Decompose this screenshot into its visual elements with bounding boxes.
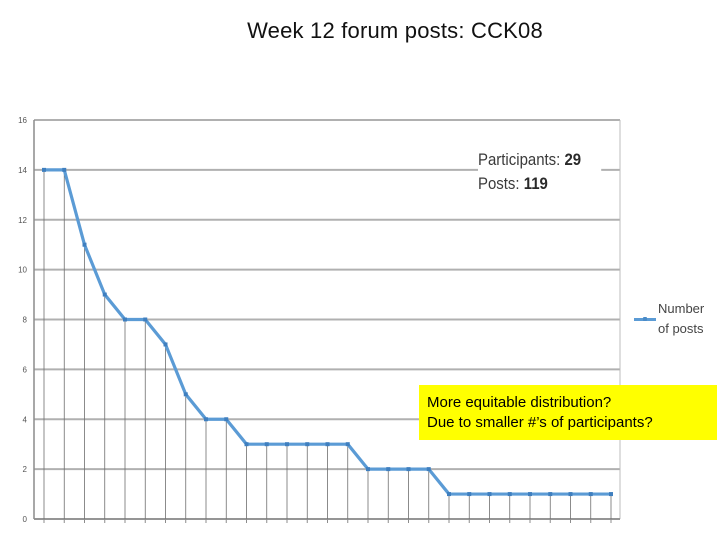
- data-point-14: [305, 442, 310, 447]
- data-point-22: [467, 492, 472, 497]
- y-tick-label-14: 14: [18, 166, 27, 175]
- y-tick-label-10: 10: [18, 266, 27, 275]
- data-point-28: [588, 492, 593, 497]
- data-point-20: [426, 467, 431, 472]
- callout-box: More equitable distribution? Due to smal…: [419, 385, 717, 440]
- data-point-3: [82, 242, 87, 247]
- legend-label-line2: of posts: [658, 321, 704, 336]
- posts-label: Posts:: [478, 174, 520, 193]
- legend-label: Number of posts: [658, 299, 720, 339]
- series-number-of-posts: [42, 167, 613, 497]
- participants-value: 29: [564, 150, 582, 169]
- participants-stat: Participants: 29: [478, 148, 601, 172]
- callout-line-1: More equitable distribution?: [427, 394, 612, 411]
- data-point-13: [285, 442, 289, 447]
- data-point-26: [548, 492, 553, 497]
- legend-marker: [643, 317, 647, 321]
- posts-value: 119: [523, 174, 548, 193]
- data-point-23: [487, 492, 492, 497]
- callout-line-2: Due to smaller #’s of participants?: [427, 414, 653, 431]
- data-point-18: [386, 467, 391, 472]
- y-tick-label-16: 16: [18, 116, 27, 125]
- drop-lines: [43, 169, 612, 523]
- data-point-1: [42, 167, 46, 172]
- participants-label: Participants:: [478, 150, 561, 169]
- data-point-15: [325, 442, 330, 447]
- data-point-24: [507, 492, 512, 497]
- data-point-9: [204, 417, 208, 422]
- data-point-16: [345, 442, 350, 447]
- stats-annotation: Participants: 29 Posts: 119: [478, 148, 602, 196]
- data-point-7: [163, 342, 168, 347]
- data-point-19: [406, 467, 411, 472]
- legend-label-line1: Number: [658, 301, 705, 316]
- chart-legend: Number of posts: [632, 298, 720, 342]
- posts-stat: Posts: 119: [478, 172, 601, 196]
- y-tick-labels: 0 2 4 6 8 10 12 14 16: [18, 116, 27, 524]
- data-point-6: [143, 317, 148, 322]
- data-point-4: [102, 292, 107, 297]
- y-tick-label-0: 0: [23, 515, 28, 524]
- y-tick-label-6: 6: [23, 365, 28, 374]
- data-point-25: [528, 492, 532, 497]
- y-tick-label-4: 4: [23, 415, 28, 424]
- slide-title: Week 12 forum posts: CCK08: [247, 18, 543, 43]
- data-point-29: [609, 492, 613, 497]
- y-tick-label-8: 8: [23, 316, 28, 325]
- y-tick-label-2: 2: [23, 465, 28, 474]
- y-tick-label-12: 12: [18, 216, 27, 225]
- data-point-10: [224, 417, 229, 422]
- data-point-12: [264, 442, 269, 447]
- data-point-21: [447, 492, 451, 497]
- data-point-8: [183, 392, 188, 397]
- data-point-5: [123, 317, 127, 322]
- data-point-2: [62, 167, 67, 172]
- data-point-17: [366, 467, 370, 472]
- data-point-11: [244, 442, 249, 447]
- data-point-27: [568, 492, 573, 497]
